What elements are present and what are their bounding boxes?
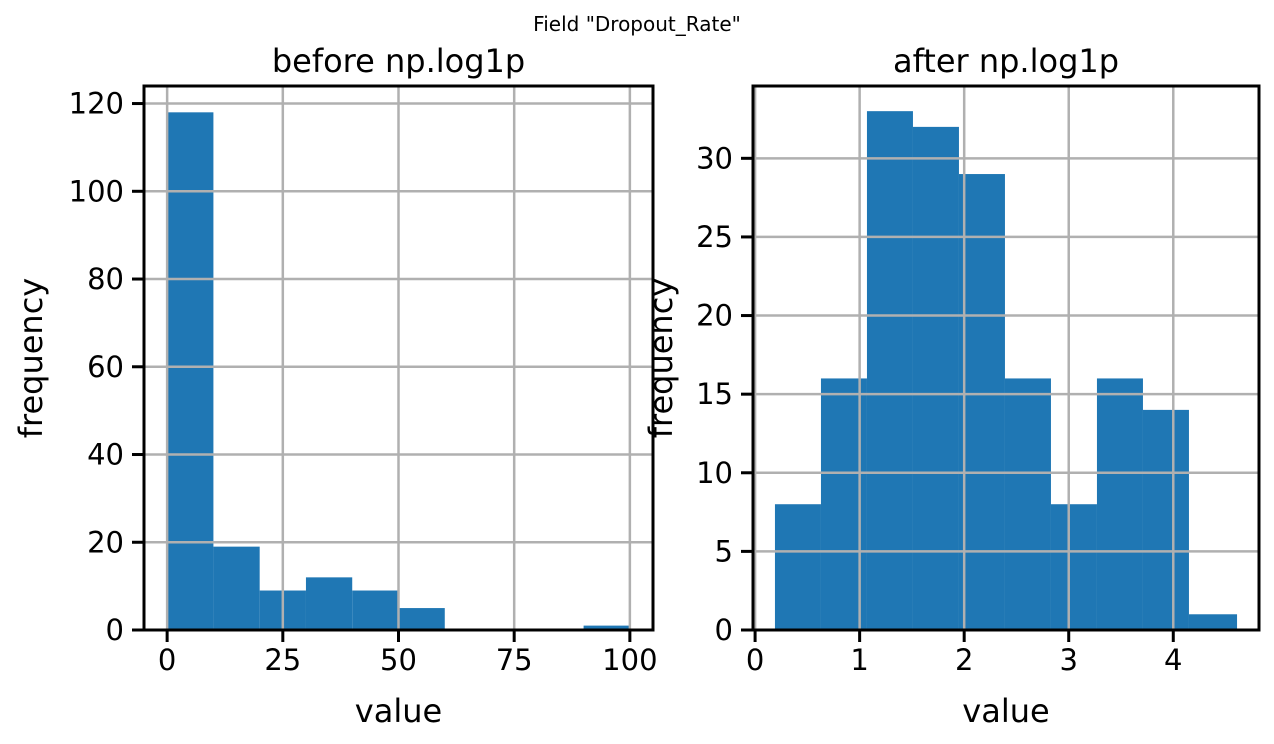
x-tick-label: 1 xyxy=(850,643,868,677)
subplot-1: 0 25 50 75 100 0 20 40 60 80 100 120 before np.log1p… xyxy=(12,42,658,730)
histogram-bar xyxy=(774,504,821,630)
y-tick-label: 30 xyxy=(696,141,733,175)
histogram-bar xyxy=(1050,504,1097,630)
y-tick-label: 20 xyxy=(87,525,124,559)
y-tick-label: 20 xyxy=(696,299,733,333)
histogram-bar xyxy=(305,577,353,630)
x-tick-label: 2 xyxy=(955,643,973,677)
y-tick-label: 40 xyxy=(87,438,124,472)
y-tick-label: 15 xyxy=(696,377,733,411)
x-axis-label: value xyxy=(962,692,1049,730)
y-axis-label: frequency xyxy=(642,278,680,439)
histogram-bar xyxy=(213,546,260,630)
histogram-bar xyxy=(1142,409,1189,630)
y-tick-label: 100 xyxy=(69,174,124,208)
subplot-2: 0 1 2 3 4 0 5 10 15 20 25 30 after np.log1p value freq… xyxy=(642,42,1261,730)
histogram-bar xyxy=(866,111,913,630)
y-tick-label: 120 xyxy=(69,87,124,121)
histogram-bar xyxy=(398,608,445,630)
histogram-bar xyxy=(912,126,959,631)
histogram-bar xyxy=(167,112,214,631)
x-tick-label: 50 xyxy=(380,643,417,677)
y-tick-label: 60 xyxy=(87,350,124,384)
histogram-bar xyxy=(583,625,630,630)
subplot-title: before np.log1p xyxy=(272,42,525,80)
x-tick-label: 75 xyxy=(496,643,533,677)
subplot-title: after np.log1p xyxy=(893,42,1119,80)
x-tick-label: 0 xyxy=(158,643,176,677)
y-tick-label: 0 xyxy=(106,613,124,647)
figure-suptitle: Field "Dropout_Rate" xyxy=(533,12,741,36)
y-tick-label: 25 xyxy=(696,220,733,254)
y-tick-label: 10 xyxy=(696,456,733,490)
histogram-bar xyxy=(1096,378,1143,630)
histogram-bar xyxy=(352,590,399,630)
x-tick-label: 3 xyxy=(1060,643,1078,677)
x-tick-label: 100 xyxy=(602,643,657,677)
histogram-bar xyxy=(1004,378,1051,630)
y-tick-label: 0 xyxy=(715,613,733,647)
histogram-bar xyxy=(958,174,1005,630)
x-axis-label: value xyxy=(355,692,442,730)
x-tick-label: 0 xyxy=(746,643,764,677)
x-tick-label: 4 xyxy=(1164,643,1182,677)
axes-frame xyxy=(751,84,1261,632)
y-tick-label: 80 xyxy=(87,262,124,296)
histogram-bar xyxy=(1188,614,1238,630)
y-tick-label: 5 xyxy=(715,534,733,568)
x-tick-label: 25 xyxy=(264,643,301,677)
y-axis-label: frequency xyxy=(12,278,50,439)
